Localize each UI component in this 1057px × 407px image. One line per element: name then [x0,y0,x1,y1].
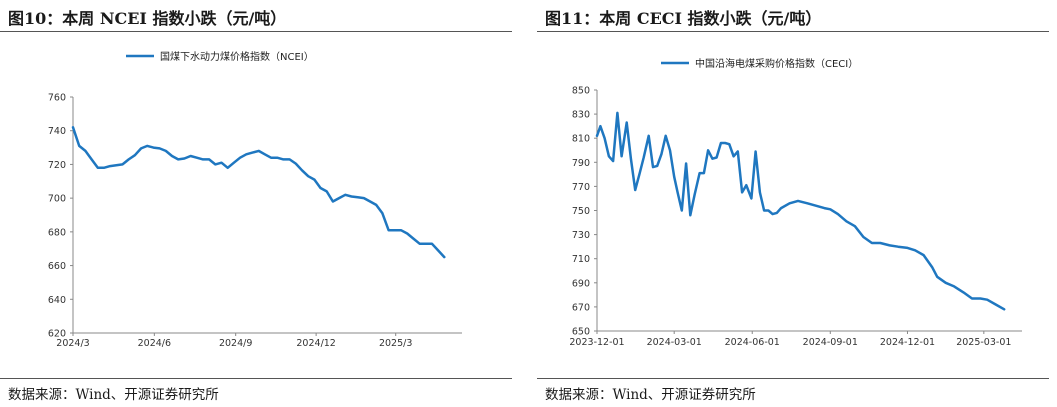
x-tick-label: 2024-06-01 [725,337,780,348]
y-tick-label: 720 [48,160,66,171]
chart-panel-ceci: 图11：本周 CECI 指数小跌（元/吨） 850 830 810 790 770 750… [537,0,1057,407]
source-divider [537,378,1049,379]
y-tick-label: 770 [572,182,590,193]
y-tick-label: 710 [572,254,590,265]
y-tick-label: 750 [572,206,590,217]
title-divider [0,31,512,32]
legend-label: 国煤下水动力煤价格指数（NCEI） [160,50,314,63]
y-tick-label: 700 [48,194,66,205]
x-tick-label: 2024-09-01 [803,337,858,348]
x-tick-label: 2024-03-01 [647,337,702,348]
x-tick-label: 2025/3 [379,338,412,349]
legend-label: 中国沿海电煤采购价格指数（CECI） [695,57,858,70]
source-divider [0,378,512,379]
x-tick-label: 2024/9 [219,338,252,349]
figure-title: 图11：本周 CECI 指数小跌（元/吨） [545,9,822,28]
ceci-line-chart: 850 830 810 790 770 750 730 710 690 670 6502023-12… [569,57,1022,348]
x-tick-label: 2024/3 [56,338,89,349]
x-tick-label: 2024/6 [138,338,171,349]
series-line [595,111,1006,311]
y-tick-label: 620 [48,329,66,340]
y-tick-label: 810 [572,134,590,145]
y-tick-label: 650 [572,327,590,338]
source-note: 数据来源：Wind、开源证券研究所 [8,387,219,403]
y-tick-label: 850 [572,86,590,97]
x-tick-label: 2025-03-01 [956,337,1011,348]
y-tick-label: 730 [572,230,590,241]
y-tick-label: 690 [572,278,590,289]
y-tick-label: 670 [572,302,590,313]
x-tick-label: 2024-12-01 [880,337,935,348]
x-tick-label: 2024/12 [296,338,335,349]
y-tick-label: 830 [572,110,590,121]
y-tick-label: 760 [48,93,66,104]
series-line [71,126,446,259]
figure-title: 图10：本周 NCEI 指数小跌（元/吨） [8,9,287,28]
x-tick-label: 2023-12-01 [569,337,624,348]
y-tick-label: 740 [48,126,66,137]
title-divider [537,31,1049,32]
chart-panel-ncei: 图10：本周 NCEI 指数小跌（元/吨） 760 740 720 700 680 660… [0,0,520,407]
y-tick-label: 680 [48,227,66,238]
source-note: 数据来源：Wind、开源证券研究所 [545,387,756,403]
y-tick-label: 790 [572,158,590,169]
y-tick-label: 660 [48,261,66,272]
y-tick-label: 640 [48,295,66,306]
